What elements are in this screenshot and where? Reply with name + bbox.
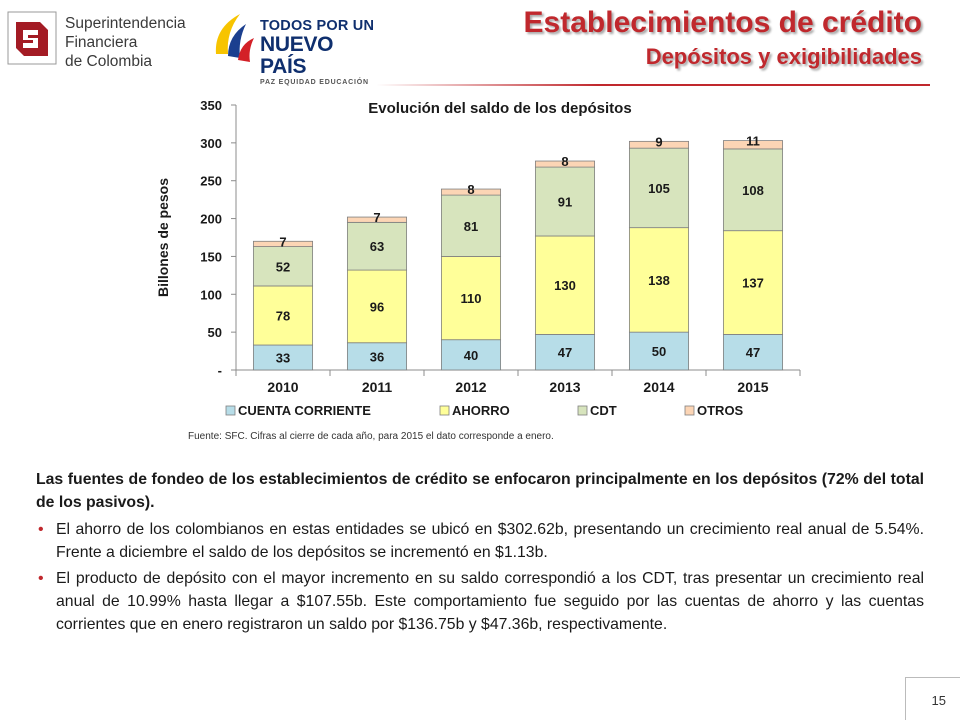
y-tick-label: 100 [200, 287, 222, 302]
legend-swatch [225, 405, 236, 416]
legend-label: OTROS [697, 403, 744, 418]
bar-segment [534, 160, 596, 168]
body-text: Las fuentes de fondeo de los establecimi… [36, 468, 924, 639]
data-label: 110 [461, 291, 482, 306]
y-axis-title: Billones de pesos [155, 178, 171, 297]
gov-logo-tagline: PAZ EQUIDAD EDUCACIÓN [260, 79, 369, 86]
bar-segment [722, 148, 784, 232]
data-label: 7 [279, 234, 286, 249]
legend-label: CDT [590, 403, 617, 418]
bullet-list: • El ahorro de los colombianos en estas … [36, 518, 924, 636]
data-label: 78 [276, 308, 290, 323]
data-label: 40 [464, 348, 478, 363]
bar-segment [628, 331, 690, 371]
data-label: 7 [373, 210, 380, 225]
x-tick-label: 2015 [737, 379, 768, 395]
bar-segment [628, 147, 690, 229]
data-label: 47 [746, 345, 760, 360]
y-tick-label: - [218, 363, 222, 378]
y-tick-label: 300 [200, 136, 222, 151]
data-label: 50 [652, 344, 666, 359]
bar-segment [534, 166, 596, 237]
sfc-logo-line: Financiera [65, 34, 138, 51]
bar-segment [722, 230, 784, 335]
y-tick-label: 150 [200, 249, 222, 264]
page-number-box [905, 677, 960, 720]
gov-logo-text: TODOS POR UN NUEVO PAÍS PAZ EQUIDAD EDUC… [260, 18, 375, 87]
data-label: 63 [370, 239, 384, 254]
colombia-wings-icon [215, 14, 254, 62]
bullet-text: El ahorro de los colombianos en estas en… [56, 521, 924, 561]
bar-segment [346, 342, 408, 371]
bar-segment [440, 194, 502, 257]
bullet-dot-icon: • [38, 570, 44, 587]
legend-label: AHORRO [452, 403, 510, 418]
data-label: 36 [370, 349, 384, 364]
bar-segment [440, 256, 502, 341]
data-label: 33 [276, 351, 290, 366]
data-label: 137 [742, 276, 764, 291]
data-label: 138 [648, 273, 670, 288]
legend-swatch [439, 405, 450, 416]
bullet-text: El producto de depósito con el mayor inc… [56, 570, 924, 633]
sfc-logo-line: Superintendencia [65, 15, 186, 32]
data-label: 81 [464, 219, 478, 234]
data-label: 96 [370, 299, 384, 314]
data-label: 108 [742, 183, 764, 198]
legend-swatch [684, 405, 695, 416]
data-label: 47 [558, 345, 572, 360]
legend-swatch [577, 405, 588, 416]
bar-segment [346, 216, 408, 223]
x-tick-label: 2013 [549, 379, 580, 395]
x-tick-label: 2010 [267, 379, 298, 395]
y-tick-label: 250 [200, 174, 222, 189]
data-label: 9 [655, 134, 662, 149]
y-tick-label: 350 [200, 98, 222, 113]
gov-logo: TODOS POR UN NUEVO PAÍS PAZ EQUIDAD EDUC… [210, 10, 375, 86]
lead-paragraph: Las fuentes de fondeo de los establecimi… [36, 471, 924, 511]
gov-logo-line1: TODOS POR UN [260, 18, 375, 34]
deposits-stacked-bar-chart: - 50 100 150 200 250 300 350 Billones de pesos Ev… [155, 98, 801, 418]
sfc-emblem-icon [7, 11, 57, 65]
x-tick-label: 2012 [455, 379, 486, 395]
x-tick-label: 2011 [362, 379, 393, 395]
data-label: 91 [558, 195, 572, 210]
bar-segment [440, 339, 502, 371]
sfc-logo-text: Superintendencia Financiera de Colombia [65, 14, 186, 71]
bar-segment [722, 140, 784, 150]
bar-segment [346, 269, 408, 344]
bullet-item: • El producto de depósito con el mayor i… [36, 567, 924, 636]
data-label: 11 [746, 134, 760, 149]
bar-segment [628, 140, 690, 149]
page-subtitle: Depósitos y exigibilidades [645, 44, 922, 69]
bullet-dot-icon: • [38, 521, 44, 538]
sfc-logo: Superintendencia Financiera de Colombia [6, 8, 186, 70]
title-divider [376, 84, 930, 86]
data-label: 105 [648, 181, 670, 196]
y-tick-label: 50 [208, 325, 222, 340]
bar-segment [252, 344, 314, 371]
bar-segment [252, 285, 314, 346]
data-label: 52 [276, 259, 290, 274]
bar-segment [440, 188, 502, 196]
bar-segment [252, 240, 314, 247]
bar-segment [252, 246, 314, 287]
legend-label: CUENTA CORRIENTE [238, 403, 371, 418]
data-label: 8 [561, 154, 568, 169]
sfc-logo-line: de Colombia [65, 53, 153, 70]
bar-segment [534, 235, 596, 335]
bullet-item: • El ahorro de los colombianos en estas … [36, 518, 924, 564]
bar-segment [628, 227, 690, 333]
bar-segment [722, 334, 784, 371]
gov-logo-line2: NUEVO PAÍS [260, 33, 334, 78]
x-tick-label: 2014 [643, 379, 674, 395]
data-label: 130 [554, 278, 576, 293]
chart-title: Evolución del saldo de los depósitos [368, 100, 631, 117]
page-title: Establecimientos de crédito [523, 6, 922, 39]
data-label: 8 [467, 182, 474, 197]
page-number: 15 [931, 693, 946, 708]
y-tick-label: 200 [200, 212, 222, 227]
chart-source-note: Fuente: SFC. Cifras al cierre de cada añ… [188, 431, 554, 442]
